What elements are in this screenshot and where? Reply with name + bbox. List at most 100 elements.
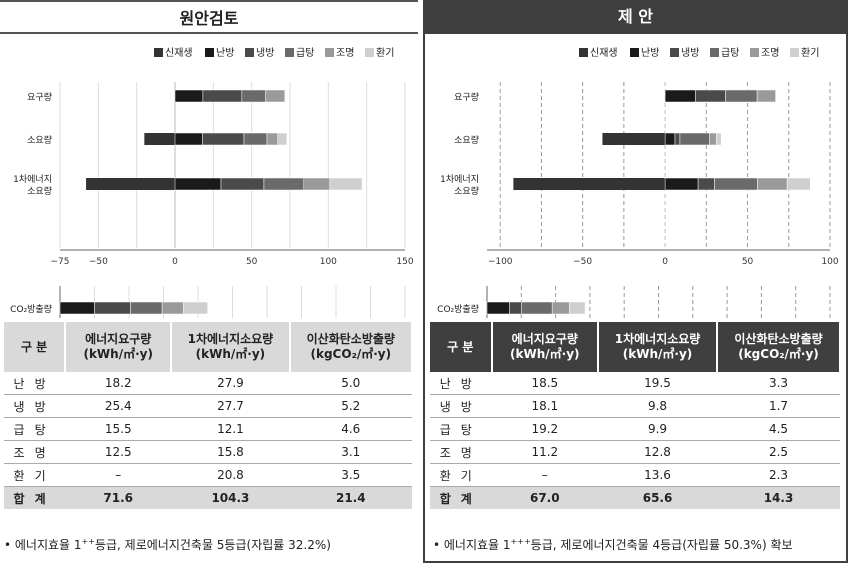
table-row: 환기 –13.6 2.3 [430,463,840,487]
row-label: 급탕 [4,417,66,441]
table-cell: 14.3 [716,486,840,509]
bar-segment [277,132,288,146]
table-cell: 18.5 [491,372,599,395]
legend-swatch [154,48,163,57]
bar-segment [674,132,681,146]
panel-title: 원안검토 [0,0,418,34]
legend-item: 신재생 [579,47,618,59]
bar-segment [551,301,570,315]
row-label: 환기 [4,463,66,487]
table-cell: 18.2 [65,372,172,395]
gridlines [499,82,831,248]
table-cell: 2.3 [716,463,840,487]
bar-segment [202,89,243,103]
bar-segment [265,89,286,103]
category-label: CO₂방출량 [437,303,479,315]
legend-swatch [205,48,214,57]
legend-label: 신재생 [165,47,193,59]
table-cell: 3.5 [289,463,412,487]
legend: 신재생 난방 냉방 급탕 조명 환기 [579,47,819,59]
bar-segment [714,177,758,191]
bar-segment [130,301,163,315]
table-cell: 19.2 [491,417,599,441]
table-cell: 9.9 [598,417,717,441]
legend-swatch [245,48,254,57]
bar-segment [664,132,676,146]
category-label: 요구량 [27,91,52,103]
legend-label: 냉방 [681,47,699,59]
bar-segment [243,132,268,146]
table-header-row: 구 분 에너지요구량 (kWh/㎡·y) 1차에너지소요량 (kWh/㎡·y) 이산화탄소… [430,322,842,372]
energy-chart: 신재생 난방 냉방 급탕 조명 환기−75 −50 0 50 100 150요구량소요량1차에너지소… [10,47,414,318]
bar-segment [697,177,715,191]
efficiency-note: • 에너지효율 1++등급, 제로에너지건축물 5등급(자립률 32.2%) [4,537,331,552]
legend-swatch [325,48,334,57]
table-row: 조명 11.2 12.8 2.5 [430,440,840,464]
table-cell: 3.1 [289,440,412,464]
legend-label: 급탕 [721,47,739,59]
legend-label: 난방 [216,47,234,59]
energy-table: 구 분 에너지요구량 (kWh/㎡·y) 1차에너지소요량 (kWh/㎡·y) 이산화탄소… [4,322,414,509]
legend-label: 조명 [761,47,779,59]
row-label: 난방 [4,372,66,395]
column-header: 이산화탄소방출량 (kgCO₂/㎡·y) [716,322,842,372]
bar-segment [174,89,204,103]
bar-segment [329,177,363,191]
bars [86,89,363,191]
bar-segment [86,178,175,190]
bar-segment [664,89,696,103]
legend-item: 환기 [790,47,819,59]
column-header: 이산화탄소방출량 (kgCO₂/㎡·y) [289,322,414,372]
table-cell: 18.1 [491,394,599,418]
table-cell: 71.6 [65,486,172,509]
legend-swatch [365,48,374,57]
bar-segment [709,132,717,146]
row-label: 급탕 [430,417,492,441]
tick-label: −75 [51,257,70,267]
category-label: 소요량 [27,185,52,197]
legend-item: 냉방 [670,47,699,59]
legend-item: 조명 [750,47,779,59]
legend: 신재생 난방 냉방 급탕 조명 환기 [154,47,394,59]
bar-segment [725,89,758,103]
row-label: 냉방 [430,394,492,418]
category-label: 소요량 [454,134,479,146]
table-cell: 27.9 [171,372,290,395]
tick-label: −50 [573,257,592,267]
legend-item: 급탕 [710,47,739,59]
bar-segment [602,133,666,145]
table-header-row: 구 분 에너지요구량 (kWh/㎡·y) 1차에너지소요량 (kWh/㎡·y) 이산화탄소… [4,322,414,372]
row-label: 합계 [4,486,66,509]
bar-segment [174,132,203,146]
tick-label: 150 [396,257,413,267]
table-row: 급탕 19.2 9.9 4.5 [430,417,840,441]
energy-chart: 신재생 난방 냉방 급탕 조명 환기−100 −50 0 50 100요구량소요량1차에너지소요량… [437,47,839,318]
table-cell: 25.4 [65,394,172,418]
panel-proposal: 제 안 신재생 난방 냉방 급탕 조명 환기 −100 −50 0 50 100 요구량 소요량 1차에너… [423,0,848,563]
table-cell: 13.6 [598,463,717,487]
category-label: 요구량 [454,91,479,103]
table-cell: 20.8 [171,463,290,487]
column-header: 구 분 [4,322,67,372]
table-cell: 11.2 [491,440,599,464]
panel-original-review: 원안검토 신재생 난방 냉방 급탕 조명 환기 −75 −50 0 50 100 150 요구량 소요량 1… [0,0,418,563]
co2-bars [486,301,586,315]
table-cell: 27.7 [171,394,290,418]
bar-segment [266,132,278,146]
bar-segment [241,89,266,103]
category-label: 소요량 [27,134,52,146]
table-cell: 21.4 [289,486,412,509]
bar-segment [664,177,699,191]
table-row: 급탕 15.5 12.1 4.6 [4,417,412,441]
efficiency-note: • 에너지효율 1+++등급, 제로에너지건축물 4등급(자립률 50.3%) … [433,537,793,552]
column-header: 1차에너지소요량 (kWh/㎡·y) [171,322,291,372]
bar-segment [715,132,722,146]
column-header: 1차에너지소요량 (kWh/㎡·y) [598,322,718,372]
legend-swatch [579,48,588,57]
row-label: 냉방 [4,394,66,418]
category-label: 1차에너지 [440,173,479,185]
bar-segment [695,89,726,103]
row-label: 난방 [430,372,492,395]
gridlines [59,82,406,248]
table-cell: 1.7 [716,394,840,418]
